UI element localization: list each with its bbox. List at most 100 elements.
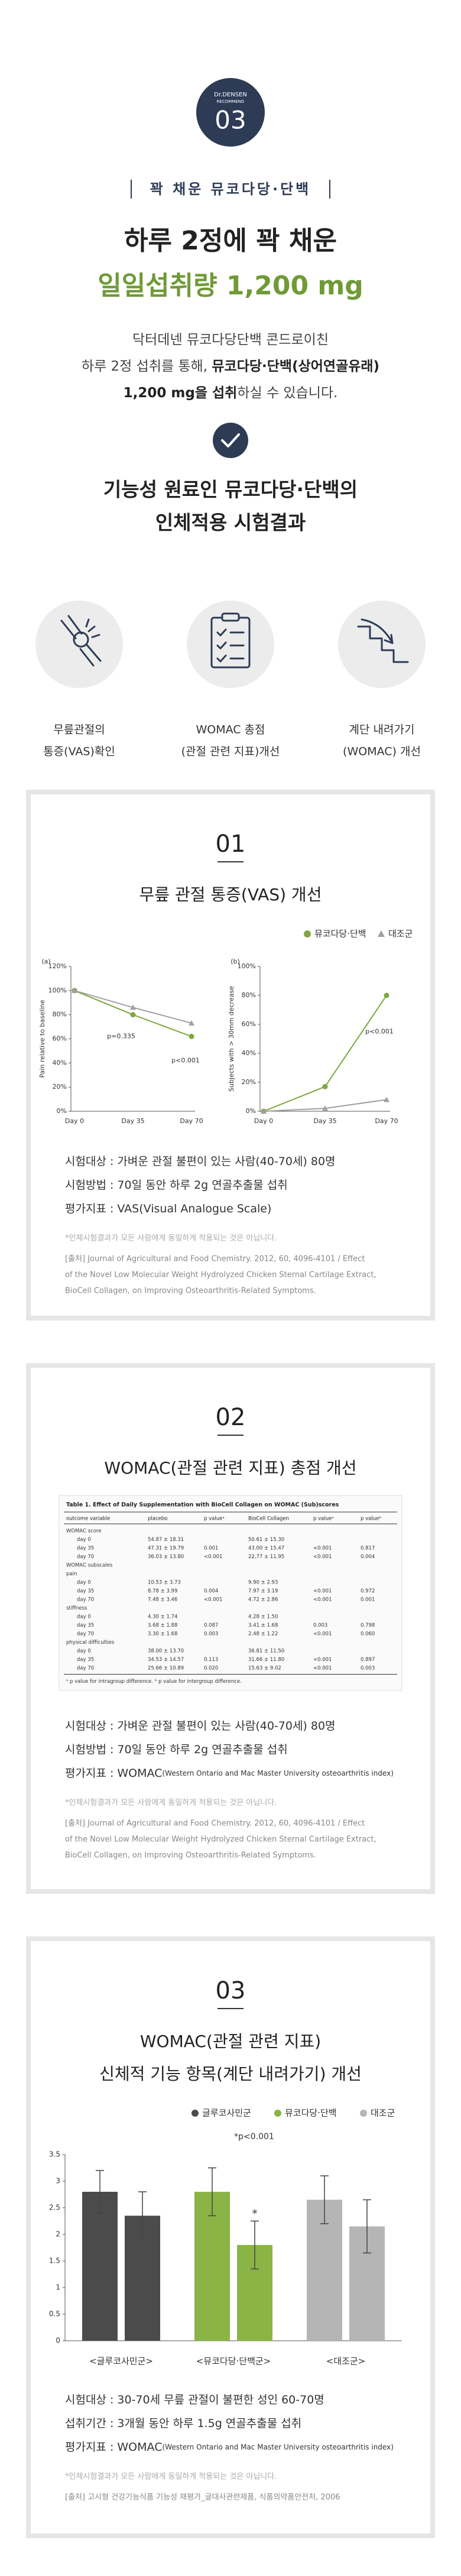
header-label: 꽉 채운 뮤코다당·단백	[150, 181, 311, 197]
detail-line: 평가지표 : VAS(Visual Analogue Scale)	[65, 1202, 271, 1215]
x-tick-label: Day 0	[254, 1117, 273, 1125]
table-cell: day 70	[77, 1631, 94, 1637]
x-tick-label: <글루코사민군>	[89, 2356, 153, 2367]
detail-text: 시험방법 : 70일 동안 하루 2g 연골추출물 섭취	[65, 1743, 288, 1756]
table-cell: WOMAC score	[66, 1529, 102, 1534]
x-tick-label: Day 35	[121, 1117, 144, 1125]
table-header: placebo	[148, 1516, 167, 1522]
table-cell: 0.001	[204, 1546, 218, 1552]
table-cell: day 0	[77, 1614, 91, 1620]
footnote: *인체시험결과가 모든 사람에게 동일하게 적용되는 것은 아닙니다.	[65, 1234, 277, 1243]
y-axis-label: Subjects with > 30mm decrease	[228, 986, 235, 1092]
table-cell: 22.77 ± 11.95	[248, 1554, 284, 1560]
table-cell: 0.003	[313, 1623, 327, 1628]
error-bar	[208, 2167, 216, 2217]
table-cell: 36.81 ± 11.50	[248, 1649, 284, 1654]
table-cell: day 70	[77, 1666, 94, 1672]
footnote: of the Novel Low Molecular Weight Hydrol…	[65, 1271, 376, 1280]
table-header: p valueᵇ	[361, 1516, 381, 1522]
point	[72, 987, 77, 993]
table-cell: 36.03 ± 13.80	[148, 1554, 184, 1560]
table-cell: 0.897	[361, 1657, 375, 1663]
section-title: 기능성 원료인 뮤코다당·단백의	[103, 478, 358, 501]
table-frame	[59, 1495, 402, 1691]
annotation: p<0.001	[365, 1027, 394, 1035]
error-bar	[363, 2199, 371, 2254]
point	[130, 1012, 136, 1018]
icon-label: 통증(VAS)확인	[43, 745, 115, 758]
table-cell: day 70	[77, 1554, 94, 1560]
y-tick-label: 0%	[57, 1107, 67, 1115]
badge-sub: RECOMMEND	[217, 99, 245, 104]
point	[322, 1083, 328, 1089]
y-tick-label: 0	[56, 2337, 60, 2345]
error-bar	[320, 2175, 329, 2224]
x-tick-label: Day 70	[180, 1117, 203, 1125]
section-title: 인체적용 시험결과	[155, 511, 306, 534]
significance-mark: *	[252, 2208, 258, 2220]
badge-circle	[196, 78, 265, 147]
table-cell: day 35	[77, 1657, 94, 1663]
table-cell: <0.001	[204, 1554, 222, 1560]
y-tick-label: 0%	[246, 1107, 256, 1115]
table-cell: 0.003	[361, 1666, 375, 1672]
x-tick-label: Day 35	[313, 1117, 336, 1125]
table-cell: 0.004	[204, 1588, 218, 1594]
point	[130, 1004, 136, 1010]
footnote: [출처] Journal of Agricultural and Food Ch…	[65, 1819, 365, 1828]
card-number: 03	[216, 1977, 246, 2004]
table-cell: <0.001	[313, 1546, 332, 1552]
card-title: 무릎 관절 통증(VAS) 개선	[139, 885, 322, 904]
detail-text: 시험대상 : 가벼운 관절 불편이 있는 사람(40-70세) 80명	[65, 1720, 336, 1733]
table-cell: 4.30 ± 1.74	[148, 1614, 177, 1620]
detail-line: 시험대상 : 가벼운 관절 불편이 있는 사람(40-70세) 80명	[65, 1155, 336, 1168]
intro-text: 하루 2정 섭취를 통해,	[82, 359, 212, 374]
table-cell: <0.001	[313, 1657, 332, 1663]
footnote: *인체시험결과가 모든 사람에게 동일하게 적용되는 것은 아닙니다.	[65, 1799, 277, 1808]
table-caption: Table 1. Effect of Daily Supplementation…	[66, 1502, 339, 1508]
table-cell: 3.68 ± 1.88	[148, 1623, 177, 1628]
icon-knee	[35, 601, 123, 688]
intro-text: 뮤코다당·단백(상어연골유래)	[212, 359, 379, 374]
error-bar	[96, 2170, 104, 2214]
y-tick-label: 40%	[242, 1049, 256, 1057]
point	[322, 1105, 328, 1111]
table-cell: 15.63 ± 9.02	[248, 1666, 281, 1672]
legend-marker	[378, 930, 385, 937]
table-cell: <0.001	[313, 1597, 332, 1603]
icon-checklist	[187, 601, 274, 688]
y-tick-label: 60%	[242, 1020, 256, 1028]
detail-text: 섭취기간 : 3개월 동안 하루 1.5g 연골추출물 섭취	[65, 2417, 301, 2430]
table-cell: <0.001	[313, 1588, 332, 1594]
x-tick-label: <대조군>	[326, 2356, 366, 2367]
table-cell: 0.060	[361, 1631, 375, 1637]
table-cell: day 0	[77, 1580, 91, 1586]
footnote: BioCell Collagen, on Improving Osteoarth…	[65, 1851, 316, 1860]
table-cell: 8.78 ± 3.99	[148, 1588, 177, 1594]
legend-marker	[274, 2110, 281, 2117]
table-cell: 54.87 ± 18.31	[148, 1537, 184, 1543]
detail-line: 시험방법 : 70일 동안 하루 2g 연골추출물 섭취	[65, 1743, 288, 1756]
header-highlight: 일일섭취량 1,200 mg	[98, 271, 363, 301]
header-title: 하루 2정에 꽉 채운	[124, 226, 337, 256]
table-cell: day 35	[77, 1623, 94, 1628]
table-cell: 7.97 ± 3.19	[248, 1588, 278, 1594]
error-bar	[138, 2191, 147, 2240]
panel-label: (b)	[230, 958, 240, 965]
check-icon	[213, 423, 248, 458]
table-cell: 9.90 ± 2.93	[248, 1580, 278, 1586]
icon-label: 계단 내려가기	[349, 724, 415, 737]
intro-text: 닥터데넨 뮤코다당단백 콘드로이친	[132, 332, 329, 348]
intro-line: 1,200 mg을 섭취하실 수 있습니다.	[124, 385, 338, 401]
table-cell: <0.001	[313, 1666, 332, 1672]
point	[384, 1096, 389, 1102]
point	[384, 992, 389, 998]
detail-note: (Western Ontario and Mac Master Universi…	[162, 2443, 393, 2451]
table-cell: 0.003	[204, 1631, 218, 1637]
badge-number: 03	[215, 106, 246, 135]
bar	[82, 2192, 118, 2341]
y-tick-label: 80%	[53, 1011, 67, 1018]
annotation: p<0.001	[171, 1056, 200, 1064]
table-cell: 0.001	[361, 1597, 375, 1603]
